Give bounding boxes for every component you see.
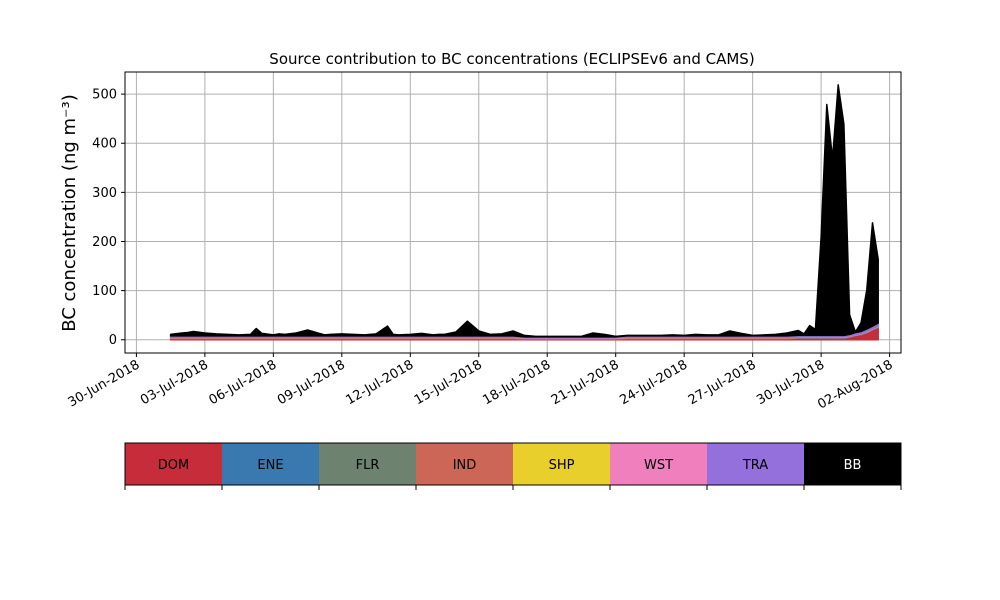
legend-swatch <box>804 443 901 485</box>
legend-cell-wst: WST <box>610 443 707 485</box>
legend-cell-bb: BB <box>804 443 901 485</box>
x-tick-label: 21-Jul-2018 <box>549 357 622 408</box>
x-axis-ticks: 30-Jun-201803-Jul-201806-Jul-201809-Jul-… <box>66 353 896 413</box>
y-tick-label: 300 <box>92 186 117 201</box>
legend-cell-shp: SHP <box>513 443 610 485</box>
legend-swatch <box>707 443 804 485</box>
y-tick-label: 500 <box>92 88 117 103</box>
y-tick-label: 200 <box>92 235 117 250</box>
x-tick-label: 06-Jul-2018 <box>207 357 280 408</box>
grid-lines <box>125 72 901 353</box>
legend-swatch <box>125 443 222 485</box>
legend-swatch <box>416 443 513 485</box>
legend-label: IND <box>453 458 477 473</box>
legend-cell-dom: DOM <box>125 443 222 485</box>
x-tick-label: 15-Jul-2018 <box>412 357 485 408</box>
y-tick-label: 0 <box>109 333 117 348</box>
x-tick-label: 09-Jul-2018 <box>275 357 348 408</box>
legend-swatch <box>610 443 707 485</box>
y-tick-label: 100 <box>92 284 117 299</box>
legend-swatch <box>222 443 319 485</box>
legend-label: TRA <box>742 458 768 473</box>
legend-swatch <box>513 443 610 485</box>
legend-label: FLR <box>356 458 380 473</box>
x-tick-label: 27-Jul-2018 <box>686 357 759 408</box>
x-tick-label: 30-Jun-2018 <box>66 357 143 410</box>
chart-title: Source contribution to BC concentrations… <box>269 50 754 68</box>
legend-label: SHP <box>549 458 575 473</box>
y-tick-label: 400 <box>92 137 117 152</box>
y-axis-ticks: 0 100 200 300 400 500 <box>92 88 125 348</box>
legend-cell-ene: ENE <box>222 443 319 485</box>
legend-label: DOM <box>158 458 189 473</box>
x-tick-label: 02-Aug-2018 <box>815 357 895 412</box>
plot-frame <box>124 71 902 354</box>
legend-swatch <box>319 443 416 485</box>
legend-label: ENE <box>257 458 283 473</box>
x-tick-label: 24-Jul-2018 <box>617 357 690 408</box>
x-tick-label: 12-Jul-2018 <box>343 357 416 408</box>
stacked-areas <box>169 84 879 341</box>
x-tick-label: 18-Jul-2018 <box>480 357 553 408</box>
area-bb <box>169 84 879 338</box>
y-axis-label: BC concentration (ng m⁻³) <box>59 94 80 332</box>
legend-cell-ind: IND <box>416 443 513 485</box>
colorbar-legend: DOM ENE FLR IND SHP WST TRA BB <box>124 442 902 490</box>
legend-label: WST <box>644 458 673 473</box>
legend-cell-flr: FLR <box>319 443 416 485</box>
x-tick-label: 03-Jul-2018 <box>138 357 211 408</box>
legend-label: BB <box>844 458 862 473</box>
legend-cell-tra: TRA <box>707 443 804 485</box>
